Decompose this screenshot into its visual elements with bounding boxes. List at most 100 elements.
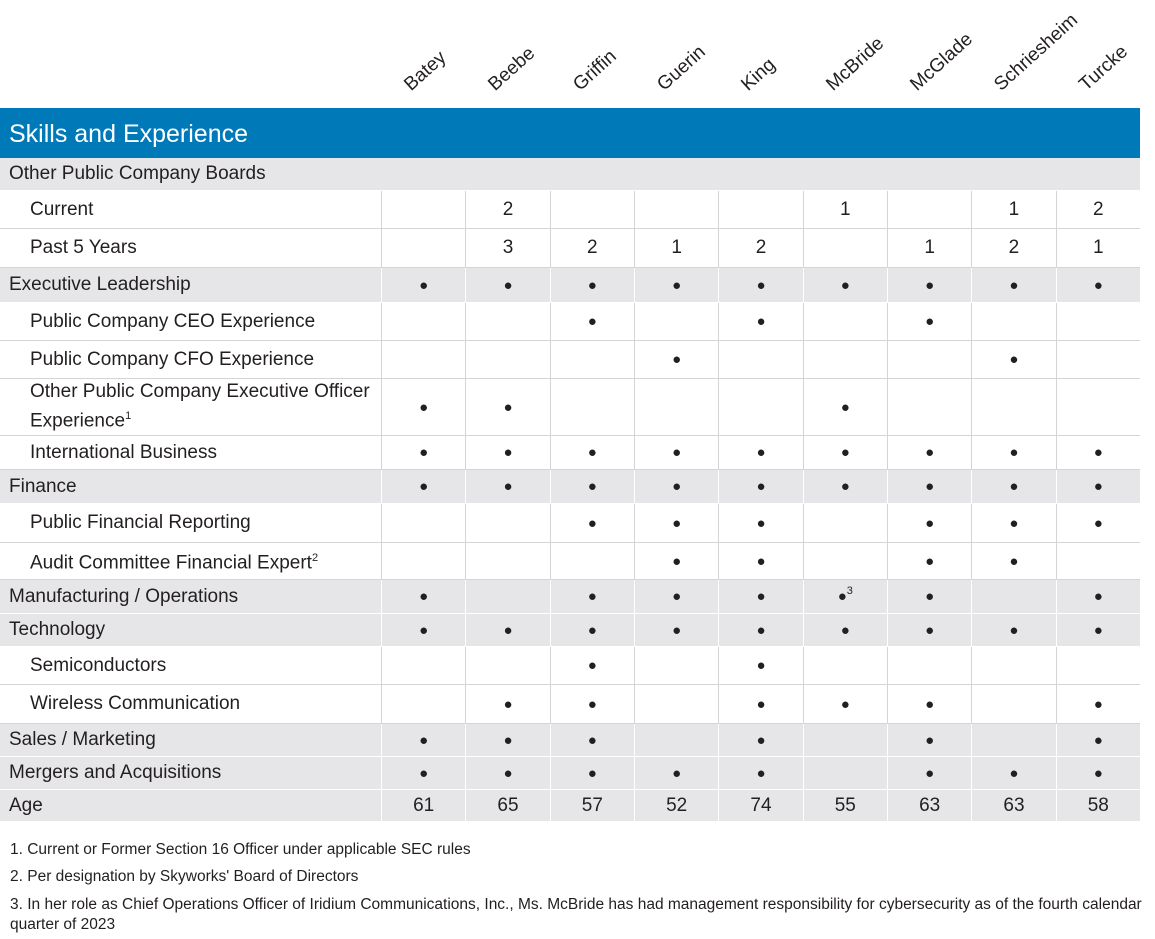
cell-value: ● (587, 657, 597, 674)
cell: ● (549, 724, 634, 756)
cell: ● (802, 614, 887, 646)
cell (633, 191, 718, 228)
cell: ● (802, 685, 887, 723)
cell: ● (802, 436, 887, 469)
cell-value: 2 (1008, 237, 1020, 258)
label-text: Sales / Marketing (9, 729, 156, 750)
section-title: Skills and Experience (0, 108, 1140, 158)
cell: ● (633, 470, 718, 503)
cell: ● (549, 504, 634, 542)
cell-value: ● (925, 731, 935, 749)
cell: ● (971, 757, 1055, 789)
cell: 63 (971, 790, 1055, 821)
label-text: Wireless Communication (30, 693, 241, 714)
cell: ● (381, 268, 465, 302)
cell-value: ● (1009, 444, 1019, 461)
cell: ● (718, 685, 802, 723)
cell (465, 303, 549, 340)
row-label: Other Public Company Boards (9, 158, 378, 190)
cell (381, 341, 465, 378)
cell-value: ● (1093, 731, 1103, 749)
cell: ● (633, 543, 718, 579)
table-row: Wireless Communication ● ● ● ● ● ● (0, 685, 1140, 724)
cell (802, 757, 887, 789)
row-label: International Business (30, 436, 371, 469)
table-row: Public Company CFO Experience ● ● (0, 341, 1140, 379)
cell: ● (1055, 470, 1140, 503)
cell (381, 504, 465, 542)
cell-value: ● (1093, 514, 1103, 532)
cell: 57 (549, 790, 634, 821)
cell: ● (718, 724, 802, 756)
cell: ● (549, 436, 634, 469)
cell-value: ● (1009, 764, 1019, 782)
cell-value: ● (1093, 588, 1103, 605)
cell-value: 2 (755, 237, 767, 258)
cell-value: ● (503, 478, 513, 495)
table-row: International Business ● ● ● ● ● ● ● ● ● (0, 436, 1140, 470)
cell-value: ● (503, 276, 513, 294)
cell: ● (381, 580, 465, 613)
director-name: Beebe (484, 42, 540, 96)
cell: ● (549, 268, 634, 302)
cell: ● (549, 647, 634, 684)
cell: 1 (886, 229, 971, 267)
cell-value: ● (672, 621, 682, 639)
cell: ● (718, 543, 802, 579)
cell (381, 647, 465, 684)
cell-value: ● (756, 444, 766, 461)
cell: ● (971, 470, 1055, 503)
cell (465, 543, 549, 579)
cell-value: 1 (1008, 198, 1020, 220)
row-label: Public Financial Reporting (30, 504, 371, 542)
cell: ● (549, 470, 634, 503)
cell: 1 (1055, 229, 1140, 267)
cell-value: 2 (587, 237, 598, 258)
cell-value: ● (1009, 276, 1019, 294)
cell-value: ● (419, 398, 429, 416)
label-text: Other Public Company Executive Officer E… (30, 381, 370, 432)
cell: ● (971, 614, 1055, 646)
label-text: Audit Committee Financial Expert2 (30, 552, 319, 574)
cell-value: ● (672, 588, 682, 605)
cell (971, 724, 1055, 756)
director-name: McGlade (906, 28, 977, 96)
cell (465, 504, 549, 542)
cell: 2 (1055, 191, 1140, 228)
cell-value: 65 (497, 794, 519, 816)
cell: 3 (465, 229, 549, 267)
cell (718, 191, 802, 228)
cell (633, 724, 718, 756)
cell: 61 (381, 790, 465, 821)
table-row: Manufacturing / Operations ● ● ● ● ● 3 ● ● (0, 580, 1140, 614)
table-row: Executive Leadership ● ● ● ● ● ● ● ● ● (0, 268, 1140, 303)
cell: ● (381, 470, 465, 503)
cell: ● (802, 379, 887, 435)
cell-value: 1 (671, 237, 682, 258)
cell (802, 303, 887, 340)
footnote-ref: 1 (125, 410, 132, 423)
cell-value: ● (672, 552, 682, 570)
cell: ● (465, 614, 549, 646)
cell-value: ● (756, 276, 766, 294)
label-text: International Business (30, 441, 217, 463)
cell: ● (1055, 757, 1140, 789)
cell-value: 1 (924, 237, 935, 258)
cell-value: ● (419, 764, 429, 782)
cell: ● (718, 436, 802, 469)
table-row: Semiconductors ● ● (0, 647, 1140, 685)
director-name: King (737, 54, 781, 96)
cell: ● (465, 470, 549, 503)
cell-value: ● (1009, 478, 1019, 495)
label-text: Other Public Company Boards (9, 163, 266, 184)
cell-value: ● (587, 695, 597, 713)
cell: ● (381, 614, 465, 646)
cell: ● (381, 379, 465, 435)
cell (381, 543, 465, 579)
cell: ● (633, 614, 718, 646)
cell: ● (1055, 724, 1140, 756)
cell: ● (633, 580, 718, 613)
cell-value: ● (672, 764, 682, 782)
cell-value: ● (840, 444, 850, 461)
